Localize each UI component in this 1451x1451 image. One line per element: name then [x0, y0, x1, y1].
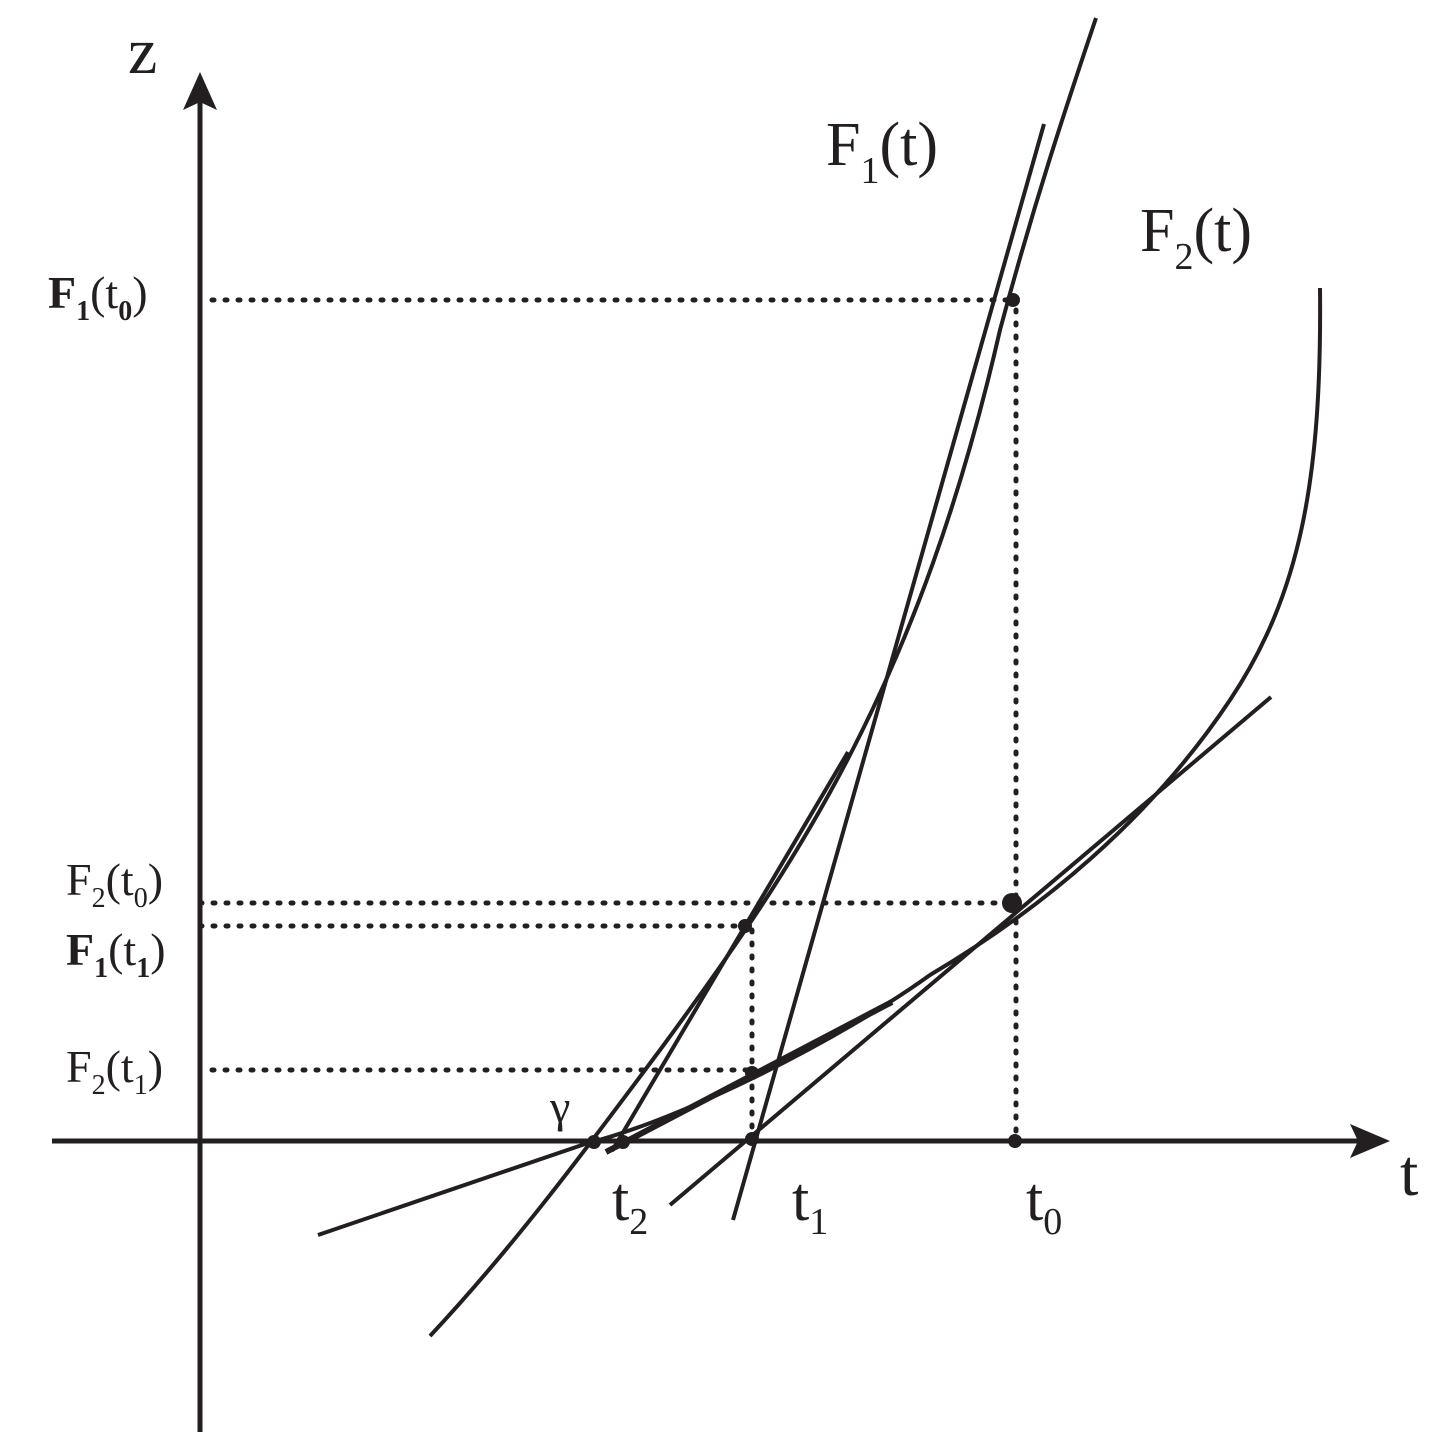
- point-t1-axis: [745, 1132, 759, 1146]
- tangent-f1-at-t0: [731, 123, 1046, 1221]
- label-f2-t0: F2(t0): [66, 854, 163, 914]
- guide-lines: [197, 297, 1019, 1141]
- tangent-f2-at-t0: [668, 695, 1273, 1207]
- points: [587, 293, 1022, 1149]
- point-f1-t1: [738, 919, 752, 933]
- point-f1-t0: [1006, 293, 1020, 307]
- label-t1: t1: [792, 1166, 828, 1243]
- point-t0-axis: [1008, 1134, 1022, 1148]
- curve-f1: [428, 17, 1098, 1338]
- tangent-lines: [604, 123, 1273, 1221]
- t-axis-label: t: [1400, 1137, 1418, 1210]
- curve-f2-label: F2(t): [1140, 197, 1252, 278]
- label-t2: t2: [612, 1166, 648, 1243]
- curve-f2: [317, 287, 1323, 1237]
- point-gamma: [587, 1135, 601, 1149]
- t-axis-arrowhead: [1350, 1124, 1390, 1158]
- point-t2-axis: [616, 1135, 630, 1149]
- label-f2-t1: F2(t1): [66, 1041, 163, 1101]
- tangent-f1-at-t1: [610, 750, 850, 1153]
- label-f1-t1: F1(t1): [66, 924, 166, 984]
- curve-f1-label: F1(t): [826, 111, 938, 192]
- point-f2-t0: [1002, 893, 1022, 913]
- label-f1-t0: F1(t0): [48, 267, 148, 327]
- point-f2-t1: [745, 1066, 759, 1080]
- z-axis-label: z: [128, 15, 157, 88]
- z-axis-arrowhead: [183, 72, 217, 110]
- label-gamma: γ: [549, 1081, 570, 1132]
- label-t0: t0: [1026, 1166, 1062, 1243]
- axes: [52, 72, 1390, 1432]
